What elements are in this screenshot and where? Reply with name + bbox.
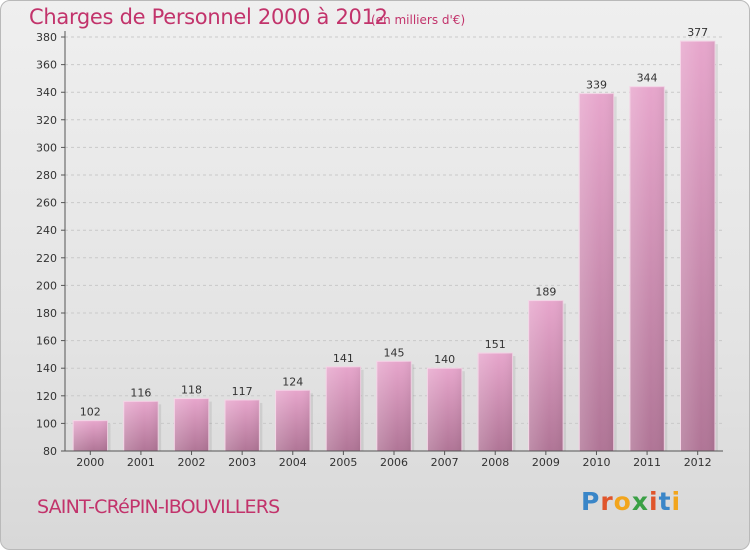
y-tick-label: 360 bbox=[36, 59, 57, 72]
value-label: 140 bbox=[434, 353, 455, 366]
value-label: 189 bbox=[535, 286, 556, 299]
y-tick-label: 280 bbox=[36, 169, 57, 182]
bar-sheen bbox=[123, 401, 159, 451]
y-tick-label: 80 bbox=[43, 445, 57, 458]
value-label: 124 bbox=[282, 375, 303, 388]
bar-sheen bbox=[224, 399, 260, 451]
value-label: 377 bbox=[687, 26, 708, 39]
value-label: 116 bbox=[130, 386, 151, 399]
y-tick-label: 140 bbox=[36, 362, 57, 375]
x-tick-label: 2000 bbox=[76, 456, 104, 469]
bar-sheen bbox=[73, 420, 108, 451]
y-tick-label: 100 bbox=[36, 417, 57, 430]
y-tick-label: 380 bbox=[36, 31, 57, 44]
x-tick-label: 2001 bbox=[127, 456, 155, 469]
y-tick-label: 220 bbox=[36, 252, 57, 265]
value-label: 339 bbox=[586, 79, 607, 92]
bar-sheen bbox=[680, 41, 715, 451]
y-tick-label: 260 bbox=[36, 197, 57, 210]
y-tick-label: 300 bbox=[36, 141, 57, 154]
value-label: 102 bbox=[80, 406, 101, 419]
x-tick-label: 2009 bbox=[532, 456, 560, 469]
x-tick-label: 2012 bbox=[684, 456, 712, 469]
y-tick-label: 340 bbox=[36, 86, 57, 99]
logo-letter: t bbox=[658, 487, 672, 516]
x-tick-label: 2003 bbox=[228, 456, 256, 469]
bar-sheen bbox=[174, 398, 209, 451]
logo-letter: P bbox=[581, 487, 601, 516]
value-label: 141 bbox=[333, 352, 354, 365]
logo-letter: i bbox=[649, 487, 659, 516]
value-label: 151 bbox=[485, 338, 506, 351]
x-tick-label: 2011 bbox=[633, 456, 661, 469]
x-tick-label: 2005 bbox=[329, 456, 357, 469]
logo-letter: i bbox=[671, 487, 682, 516]
bar-sheen bbox=[376, 361, 412, 451]
value-label: 118 bbox=[181, 384, 202, 397]
x-tick-label: 2006 bbox=[380, 456, 408, 469]
bar-sheen bbox=[326, 366, 361, 451]
x-tick-label: 2002 bbox=[178, 456, 206, 469]
bar-sheen bbox=[579, 93, 614, 451]
y-tick-label: 120 bbox=[36, 390, 57, 403]
commune-name: SAINT-CRéPIN-IBOUVILLERS bbox=[37, 496, 280, 518]
logo-letter: o bbox=[613, 487, 632, 516]
logo-letter: r bbox=[600, 487, 614, 516]
x-tick-label: 2004 bbox=[279, 456, 307, 469]
y-tick-label: 320 bbox=[36, 114, 57, 127]
value-label: 344 bbox=[637, 72, 658, 85]
x-tick-label: 2010 bbox=[582, 456, 610, 469]
bar-sheen bbox=[478, 353, 513, 451]
x-tick-label: 2007 bbox=[431, 456, 459, 469]
logo-letter: x bbox=[631, 487, 649, 516]
x-tick-label: 2008 bbox=[481, 456, 509, 469]
chart-title: Charges de Personnel 2000 à 2012 bbox=[29, 5, 388, 29]
value-label: 117 bbox=[232, 385, 253, 398]
bar-sheen bbox=[528, 300, 564, 451]
bar-sheen bbox=[427, 368, 462, 451]
chart-subtitle: (en milliers d'€) bbox=[371, 13, 466, 27]
y-tick-label: 240 bbox=[36, 224, 57, 237]
y-tick-label: 180 bbox=[36, 307, 57, 320]
value-label: 145 bbox=[384, 346, 405, 359]
proxiti-logo: Proxiti bbox=[581, 487, 691, 527]
y-tick-label: 160 bbox=[36, 335, 57, 348]
bar-sheen bbox=[629, 86, 665, 452]
bar-sheen bbox=[275, 390, 310, 451]
y-tick-label: 200 bbox=[36, 279, 57, 292]
